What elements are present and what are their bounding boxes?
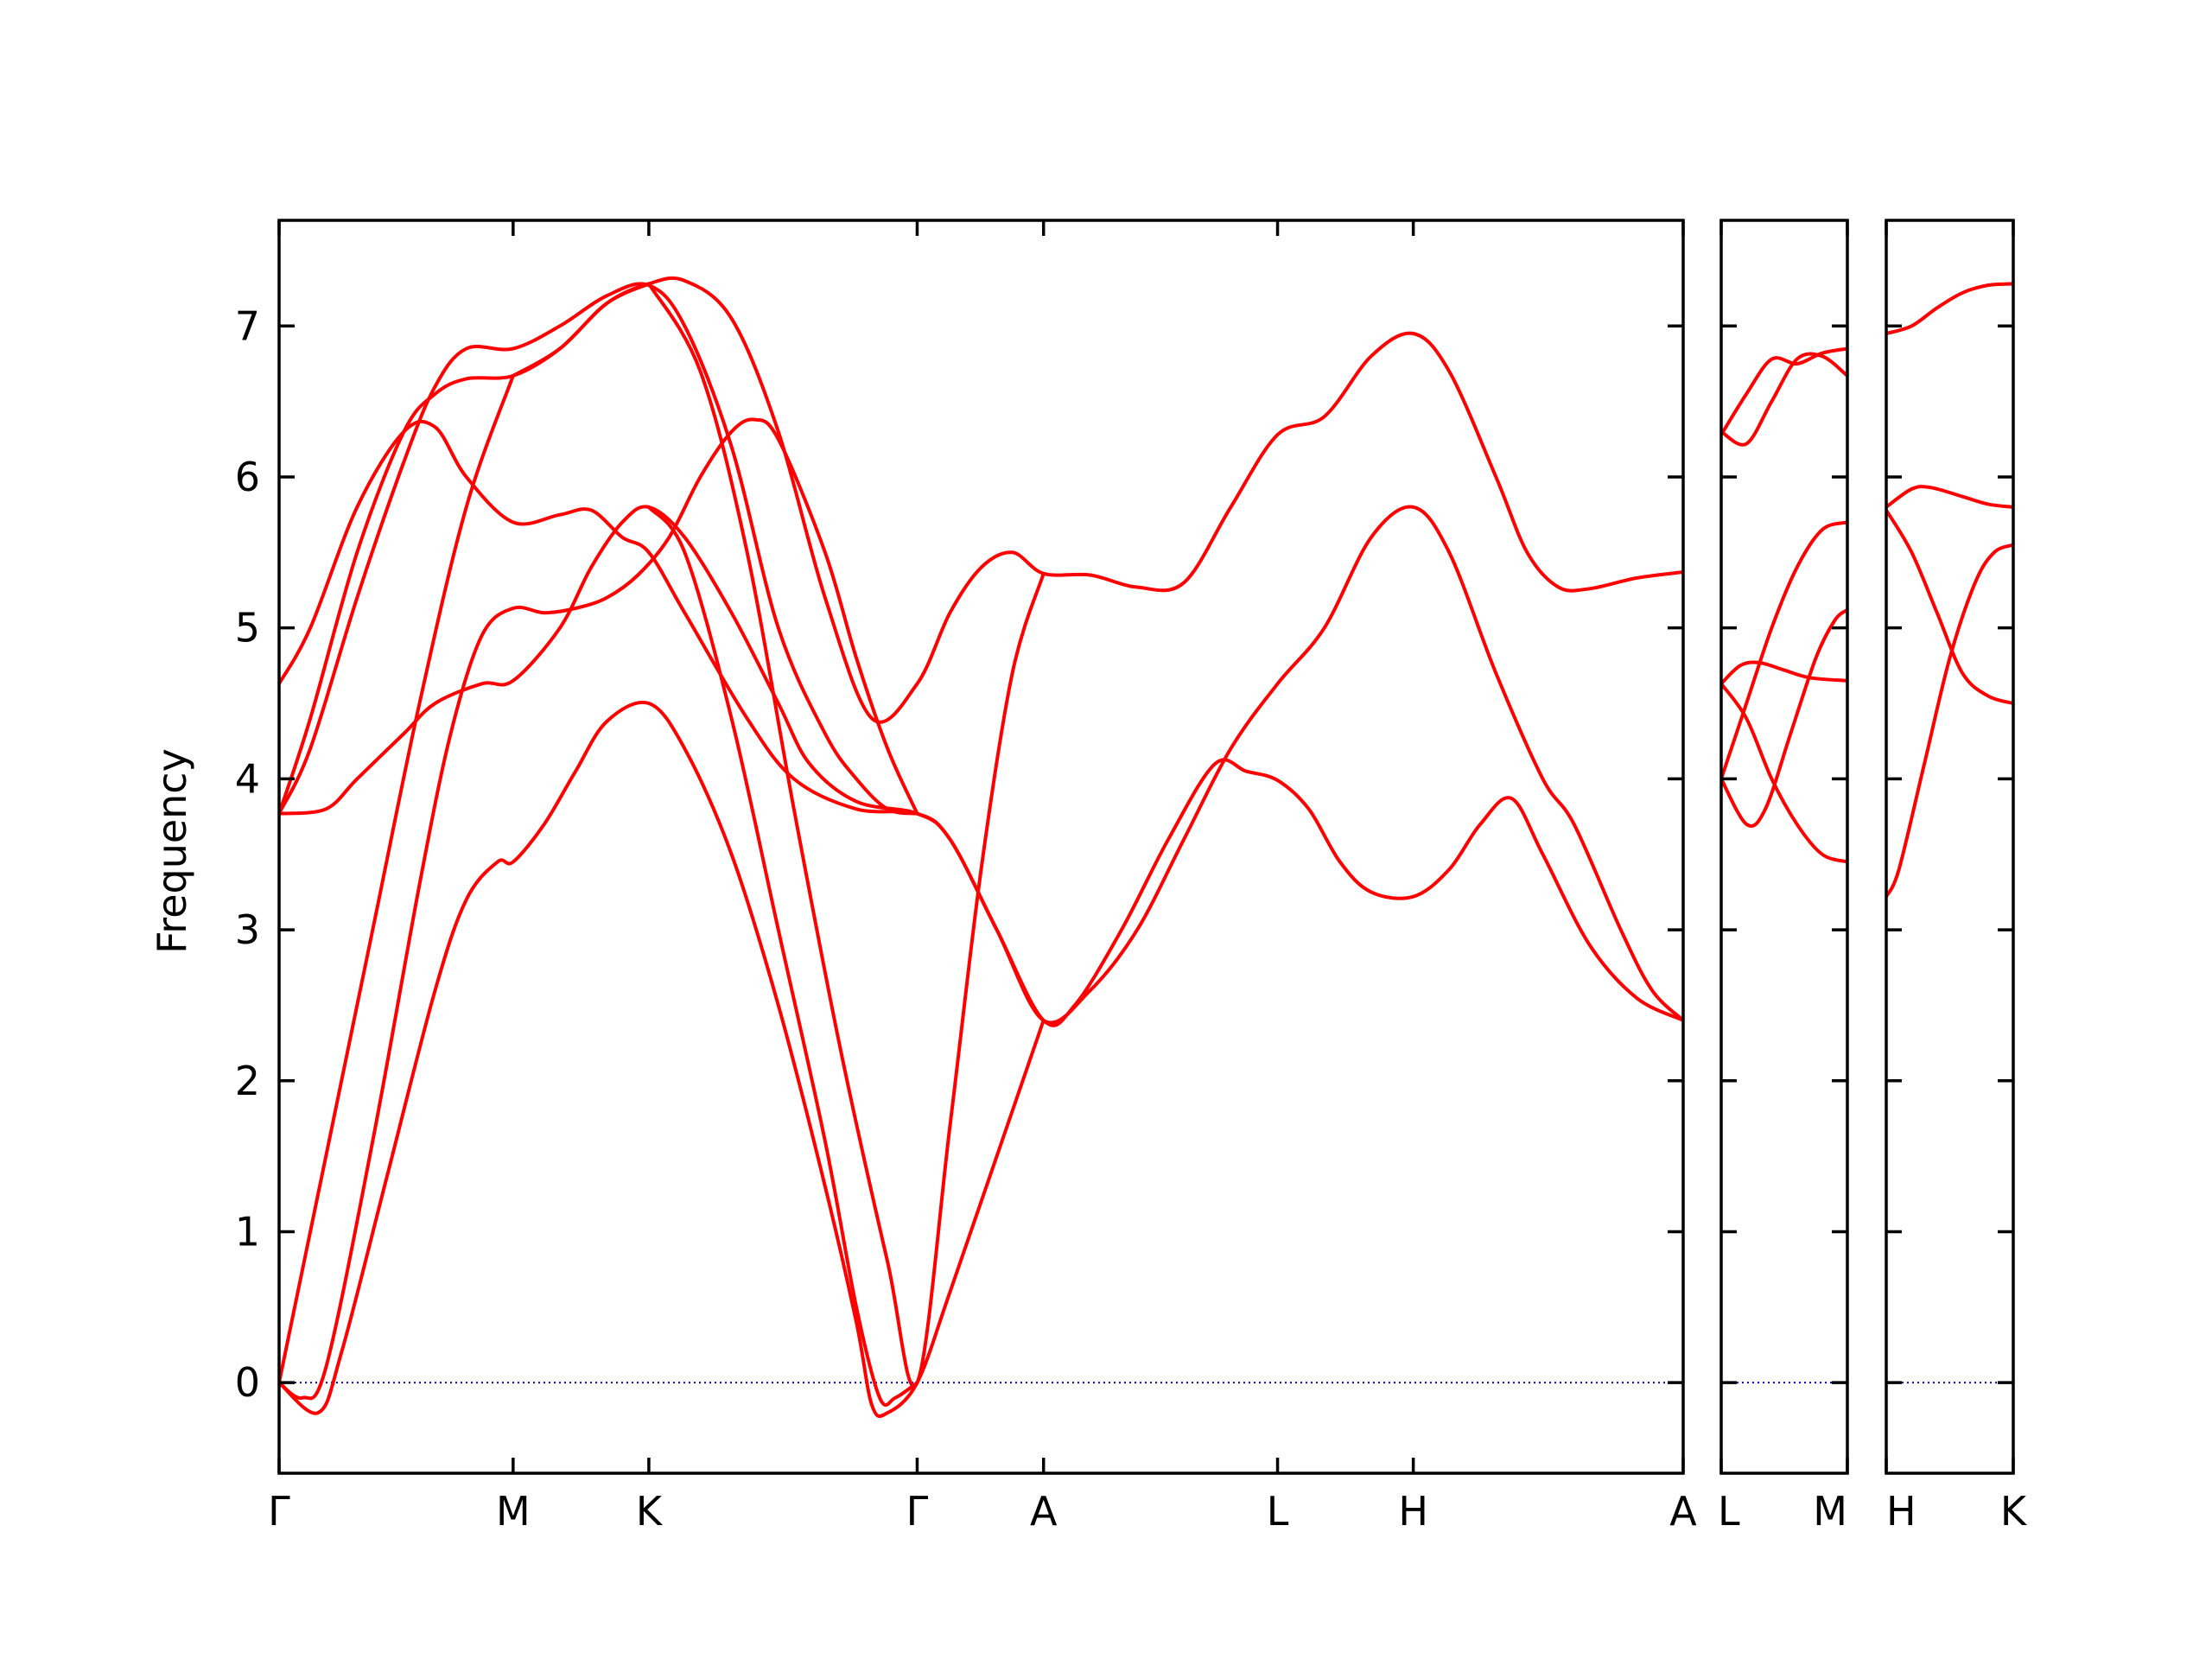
bands: [279, 276, 1683, 1418]
y-tick-label: 5: [235, 605, 260, 652]
panel-frame: [277, 219, 1685, 1475]
band-line-1: [279, 419, 1683, 1025]
y-tick-labels: 0 1 2 3 4 5 6 7: [235, 302, 260, 1406]
band-line-6: [1721, 520, 1847, 781]
x-tick-label: L: [1718, 1488, 1740, 1535]
band-line-8: [511, 282, 651, 378]
band-line-4: [1886, 543, 2013, 899]
y-tick-label: 4: [235, 755, 260, 802]
band-line-3: [1721, 660, 1847, 686]
band-line-2: [279, 505, 1683, 1027]
x-tick-label: Γ: [268, 1488, 290, 1535]
band-line-6: [279, 700, 1046, 1418]
band-line-2: [1721, 346, 1847, 437]
band-line-1: [1721, 352, 1847, 447]
bands: [1721, 346, 1847, 864]
band-line-4: [1721, 682, 1847, 864]
y-tick-label: 1: [235, 1208, 260, 1255]
band-line-3: [279, 282, 919, 816]
x-tick-label: M: [1813, 1488, 1847, 1535]
x-tick-label: A: [1669, 1488, 1697, 1535]
y-axis-label: Frequency: [149, 748, 195, 954]
band-line-5: [279, 417, 919, 1401]
x-tick-label: H: [1886, 1488, 1916, 1535]
band-line-1: [1886, 282, 2013, 335]
x-tick-label: M: [496, 1488, 531, 1535]
y-tick-label: 0: [235, 1359, 260, 1406]
x-tick-label: K: [2000, 1488, 2028, 1535]
panel-frame: [1719, 219, 1849, 1475]
bands: [1886, 282, 2013, 899]
y-tick-label: 3: [235, 906, 260, 953]
x-tick-label: A: [1030, 1488, 1058, 1535]
y-tick-label: 2: [235, 1058, 260, 1104]
band-line-9: [646, 282, 1046, 1389]
x-tick-label: L: [1267, 1488, 1289, 1535]
panel-frame: [1885, 219, 2015, 1475]
y-tick-label: 7: [235, 302, 260, 349]
x-tick-label: H: [1398, 1488, 1428, 1535]
band-line-2: [1886, 485, 2013, 509]
band-line-4: [279, 276, 1683, 816]
band-line-3: [1886, 508, 2013, 705]
band-line-5: [1721, 607, 1847, 828]
y-tick-label: 6: [235, 454, 260, 500]
band-line-10: [646, 505, 919, 1408]
x-tick-label: K: [636, 1488, 664, 1535]
band-line-7: [279, 373, 515, 1385]
x-tick-label: Γ: [906, 1488, 929, 1535]
